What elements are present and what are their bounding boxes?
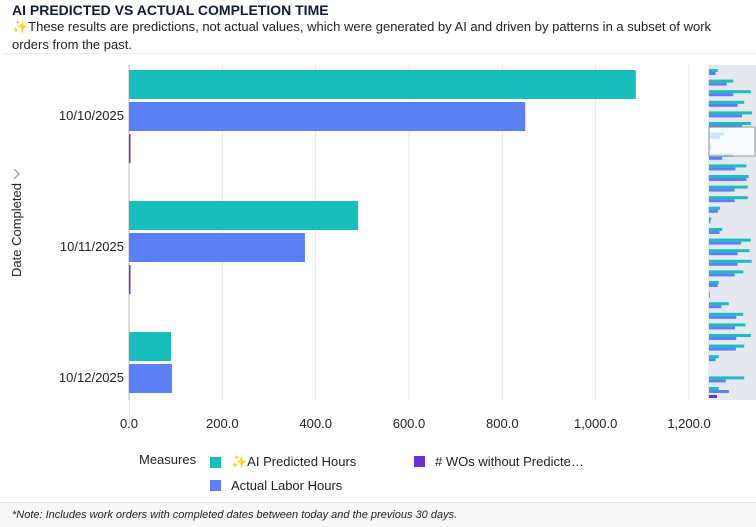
legend-swatch bbox=[210, 456, 221, 468]
legend-label: Actual Labor Hours bbox=[231, 478, 343, 493]
overview-bar bbox=[709, 228, 723, 231]
legend-swatch bbox=[414, 456, 425, 467]
overview-bar bbox=[709, 206, 720, 210]
overview-bar bbox=[709, 185, 748, 189]
overview-bar bbox=[709, 156, 723, 160]
overview-bar bbox=[709, 93, 734, 97]
overview-bar bbox=[709, 90, 751, 94]
x-tick-label: 600.0 bbox=[393, 416, 426, 431]
x-tick-label: 1,000.0 bbox=[574, 416, 617, 431]
overview-bar bbox=[709, 238, 751, 242]
overview-bar bbox=[709, 284, 718, 287]
overview-bar bbox=[709, 69, 718, 72]
overview-bar bbox=[709, 302, 729, 306]
x-tick-label: 400.0 bbox=[299, 416, 332, 431]
legend-title: Measures bbox=[139, 452, 197, 467]
overview-bar bbox=[709, 326, 735, 330]
overview-bar bbox=[709, 122, 751, 125]
x-tick-label: 800.0 bbox=[486, 416, 519, 431]
legend-label: # WOs without Predicte… bbox=[435, 454, 584, 469]
overview-bar bbox=[709, 387, 719, 390]
overview-bar bbox=[709, 347, 736, 351]
overview-bar bbox=[709, 231, 720, 234]
overview-bar bbox=[709, 337, 737, 340]
overview-bar bbox=[709, 209, 718, 213]
bar-wos-without-predicte[interactable] bbox=[129, 134, 131, 163]
y-tick-label: 10/10/2025 bbox=[59, 108, 124, 123]
overview-bar bbox=[709, 72, 716, 75]
overview-bar bbox=[709, 323, 746, 327]
overview-bar bbox=[709, 220, 711, 224]
overview-bar bbox=[709, 355, 719, 359]
overview-bar bbox=[709, 334, 751, 337]
legend-item-actual-labor[interactable]: Actual Labor Hours bbox=[210, 478, 342, 493]
overview-bar bbox=[709, 167, 736, 171]
bar-wos-without-predicte[interactable] bbox=[129, 265, 131, 294]
overview-bar bbox=[709, 199, 735, 203]
overview-bar bbox=[709, 164, 747, 168]
overview-bar bbox=[709, 259, 752, 263]
footer: *Note: Includes work orders with complet… bbox=[0, 502, 756, 527]
bar-ai-predicted-hours[interactable] bbox=[129, 70, 636, 99]
overview-bar bbox=[709, 252, 738, 256]
overview-bar bbox=[709, 178, 747, 181]
overview-bar bbox=[709, 217, 712, 221]
x-tick-label: 0.0 bbox=[120, 416, 138, 431]
legend-swatch bbox=[210, 480, 221, 491]
overview-bar bbox=[709, 294, 710, 298]
bar-actual-labor-hours[interactable] bbox=[129, 102, 526, 131]
y-tick-label: 10/11/2025 bbox=[60, 239, 124, 254]
overview-bar bbox=[709, 291, 710, 295]
overview-bar bbox=[709, 344, 745, 348]
overview-bar bbox=[709, 305, 722, 309]
overview-bar bbox=[709, 114, 742, 118]
overview-bar bbox=[709, 379, 726, 383]
overview-window-handle[interactable] bbox=[708, 126, 756, 157]
chart-title: AI PREDICTED VS ACTUAL COMPLETION TIME bbox=[12, 2, 329, 18]
chart-subtitle: ✨These results are predictions, not actu… bbox=[12, 19, 712, 52]
overview-bar bbox=[709, 249, 750, 253]
overview-bar bbox=[709, 111, 753, 115]
bar-ai-predicted-hours[interactable] bbox=[129, 201, 359, 230]
bar-actual-labor-hours[interactable] bbox=[129, 364, 172, 393]
overview-bar bbox=[709, 188, 735, 192]
overview-bar bbox=[709, 79, 734, 83]
y-tick-label: 10/12/2025 bbox=[59, 370, 124, 385]
overview-bar bbox=[709, 312, 744, 316]
overview-bar bbox=[709, 395, 717, 398]
overview-bar bbox=[709, 315, 737, 319]
x-tick-label: 200.0 bbox=[206, 416, 239, 431]
bar-chart: 0.0 200.0 400.0 600.0 800.0 1,000.0 1,200.0 Dat… bbox=[9, 65, 756, 431]
overview-bar bbox=[709, 376, 745, 380]
overview-bar bbox=[709, 100, 745, 104]
legend-item-ai-predicted[interactable]: ✨AI Predicted Hours bbox=[210, 454, 356, 470]
overview-bar bbox=[709, 270, 744, 274]
x-tick-label: 1,200.0 bbox=[667, 416, 710, 431]
overview-bar bbox=[709, 82, 727, 86]
overview-bar bbox=[709, 241, 742, 245]
overview-bar bbox=[709, 196, 748, 200]
overview-bar bbox=[709, 262, 738, 266]
overview-bar bbox=[709, 390, 729, 393]
footer-note: *Note: Includes work orders with complet… bbox=[12, 509, 458, 521]
legend-label: ✨AI Predicted Hours bbox=[231, 454, 357, 469]
overview-bar bbox=[709, 103, 738, 107]
y-axis-label: Date Completed bbox=[9, 183, 24, 277]
bar-wos-without-predicte[interactable] bbox=[129, 396, 130, 425]
overview-bar bbox=[709, 273, 735, 277]
overview-bar bbox=[709, 281, 719, 284]
chevron-right-icon[interactable] bbox=[13, 168, 21, 180]
legend-item-wos-without-prediction[interactable]: # WOs without Predicte… bbox=[414, 454, 584, 469]
overview-bar bbox=[709, 175, 749, 178]
overview-bar bbox=[709, 358, 716, 362]
bar-actual-labor-hours[interactable] bbox=[129, 233, 305, 262]
divider bbox=[4, 53, 756, 54]
bar-ai-predicted-hours[interactable] bbox=[129, 332, 171, 361]
